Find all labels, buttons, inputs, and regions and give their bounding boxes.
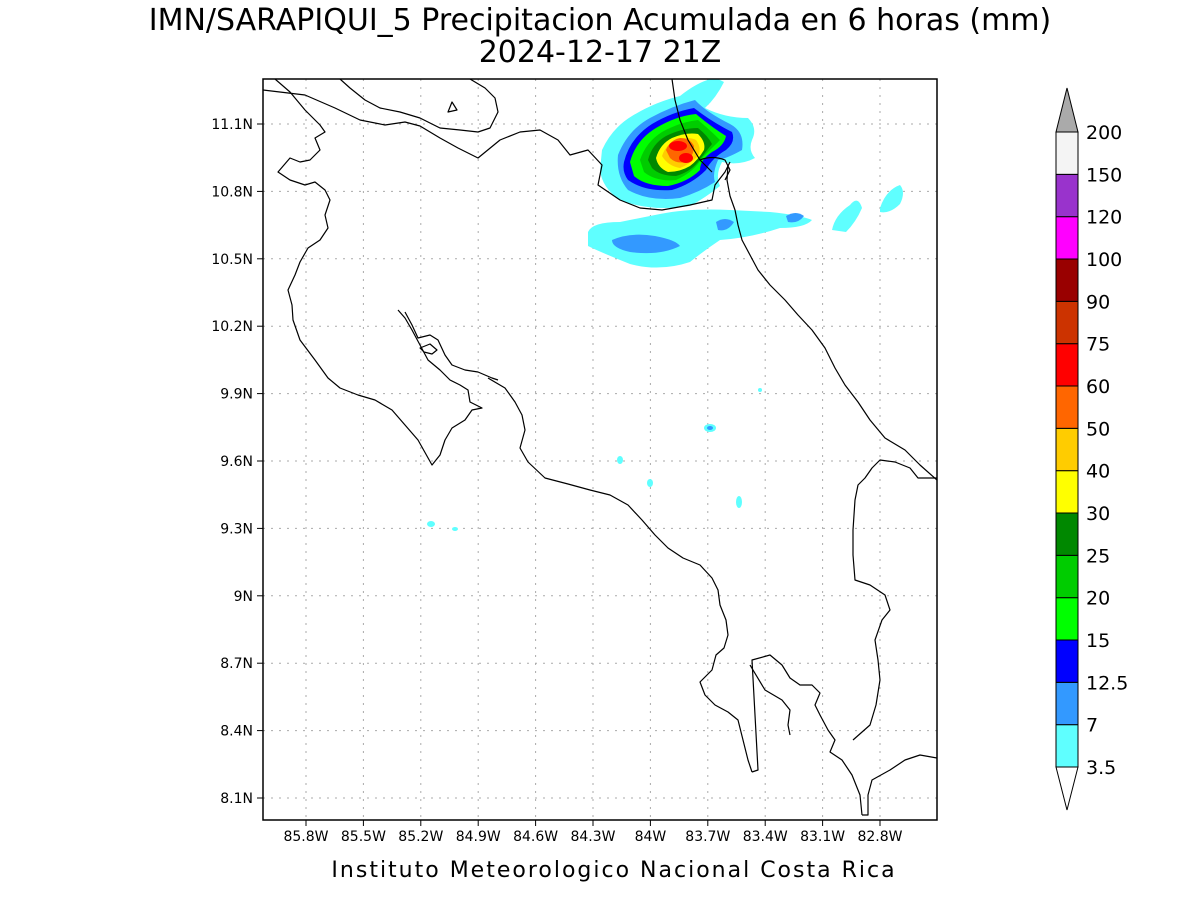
colorbar-box [1055, 470, 1079, 514]
precip-area-7 [612, 234, 680, 254]
colorbar-box [1055, 427, 1079, 472]
lat-tick-label: 9.6N [220, 454, 253, 470]
colorbar-box [1055, 597, 1079, 641]
lat-tick-label: 11.1N [211, 117, 253, 133]
precip-area-3.5 [880, 185, 903, 213]
lon-tick-label: 83.4W [743, 829, 788, 845]
colorbar-label: 40 [1086, 461, 1110, 483]
coastlines [263, 79, 937, 816]
colorbar-label: 3.5 [1086, 757, 1116, 779]
map-panel: 85.8W 85.5W 85.2W 84.9W 84.6W 84.3W 84W 83.7W 83… [211, 78, 938, 845]
colorbar-label: 75 [1086, 334, 1110, 356]
colorbar-box [1055, 343, 1079, 387]
lat-tick-label: 8.7N [220, 656, 253, 672]
lon-tick-label: 84.3W [570, 829, 615, 845]
lon-tick-label: 83.7W [685, 829, 730, 845]
precip-area-3.5 [617, 456, 623, 464]
precip-area-60 [669, 141, 687, 151]
border-vertical [671, 79, 713, 173]
precip-area-7 [786, 213, 804, 223]
golfo-dulce [749, 664, 791, 736]
colorbar-box [1055, 512, 1079, 556]
osa-peninsula-coast [751, 654, 863, 816]
colorbar-box [1055, 131, 1079, 175]
colorbar-label: 50 [1086, 418, 1110, 440]
footer-credit: Instituto Meteorologico Nacional Costa R… [331, 858, 896, 883]
precip-area-3.5 [452, 527, 458, 531]
map-grid [263, 79, 937, 820]
title-line1: IMN/SARAPIQUI_5 Precipitacion Acumulada … [149, 3, 1051, 38]
colorbar-box [1055, 258, 1079, 302]
lon-tick-label: 84W [635, 829, 667, 845]
caribbean-coast [726, 164, 937, 481]
san-juan-border [263, 89, 731, 211]
map-frame [262, 78, 938, 821]
lat-tick-label: 8.4N [220, 724, 253, 740]
colorbar-label: 20 [1086, 588, 1110, 610]
lat-axis: 11.1N 10.8N 10.5N 10.2N 9.9N 9.6N 9.3N 9N 8.7N 8.… [211, 117, 263, 807]
lat-tick-label: 9.3N [220, 521, 253, 537]
lon-tick-label: 84.6W [513, 829, 558, 845]
colorbar-label: 90 [1086, 291, 1110, 313]
lon-tick-label: 84.9W [456, 829, 501, 845]
precip-area-3.5 [758, 388, 762, 392]
lon-tick-label: 83.1W [800, 829, 845, 845]
precip-area-7 [707, 426, 713, 430]
lake-isle [447, 101, 458, 113]
colorbar-label: 100 [1086, 249, 1122, 271]
colorbar-box [1055, 724, 1079, 768]
pacific-coast-central [487, 377, 753, 773]
colorbar-label: 120 [1086, 207, 1122, 229]
precip-area-3.5 [736, 496, 742, 508]
nicoya-gulf-coast [404, 311, 499, 381]
lat-tick-label: 10.5N [211, 252, 253, 268]
precip-area-3.5 [647, 479, 653, 487]
colorbar: 3.5 7 12.5 15 20 25 30 40 50 60 75 90 100 120 150 200 [1055, 87, 1128, 811]
precip-field [427, 79, 903, 531]
colorbar-label: 15 [1086, 630, 1110, 652]
colorbar-box [1055, 216, 1079, 260]
colorbar-box [1055, 554, 1079, 599]
lon-tick-label: 85.8W [283, 829, 328, 845]
lat-tick-label: 9N [234, 589, 253, 605]
chira-island [419, 343, 438, 355]
lat-tick-label: 8.1N [220, 791, 253, 807]
burica-peninsula [862, 754, 937, 816]
lon-tick-label: 85.2W [398, 829, 443, 845]
precip-area-3.5 [427, 521, 435, 527]
colorbar-box [1055, 639, 1079, 683]
colorbar-label: 30 [1086, 503, 1110, 525]
precip-area-3.5 [832, 200, 862, 232]
colorbar-label: 7 [1086, 715, 1098, 737]
colorbar-label: 60 [1086, 376, 1110, 398]
lon-tick-label: 82.8W [857, 829, 902, 845]
colorbar-box [1055, 681, 1079, 726]
nicaragua-north-coast [339, 79, 499, 133]
nicaragua-coast [274, 79, 483, 466]
colorbar-box [1055, 385, 1079, 429]
precip-area-7 [716, 219, 734, 231]
panama-border [852, 459, 937, 741]
colorbar-bottom-arrow [1055, 766, 1079, 811]
lat-tick-label: 9.9N [220, 387, 253, 403]
colorbar-label: 150 [1086, 164, 1122, 186]
lon-axis: 85.8W 85.5W 85.2W 84.9W 84.6W 84.3W 84W 83.7W 83… [283, 820, 903, 845]
east-lake-coast [699, 156, 731, 181]
lat-tick-label: 10.8N [211, 184, 253, 200]
precip-area-60 [679, 153, 693, 163]
colorbar-label: 12.5 [1086, 672, 1128, 694]
colorbar-label: 25 [1086, 545, 1110, 567]
colorbar-top-arrow [1055, 87, 1079, 133]
colorbar-box [1055, 300, 1079, 345]
colorbar-box [1055, 173, 1079, 218]
lon-tick-label: 85.5W [341, 829, 386, 845]
lat-tick-label: 10.2N [211, 319, 253, 335]
title-line2: 2024-12-17 21Z [479, 35, 722, 70]
colorbar-label: 200 [1086, 122, 1122, 144]
